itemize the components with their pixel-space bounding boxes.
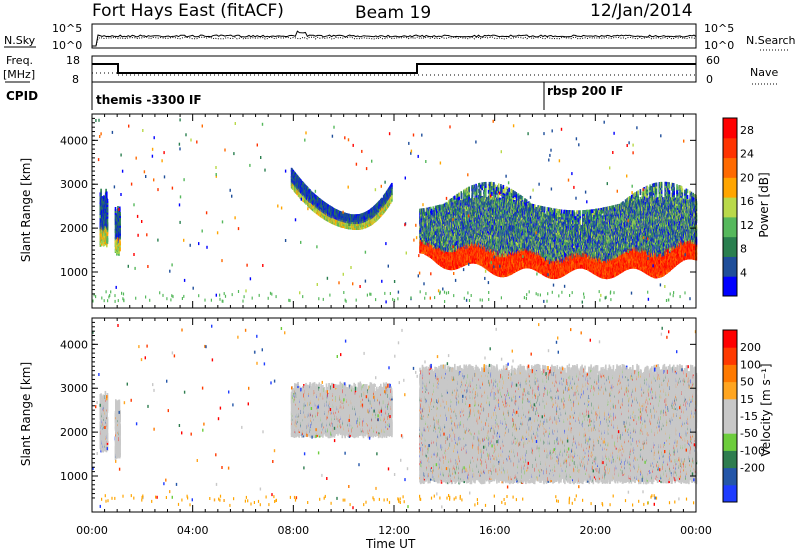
- colorbar-swatch: [723, 256, 737, 276]
- colorbar-swatch: [723, 118, 737, 138]
- colorbar-tick: -200: [740, 462, 765, 475]
- colorbar-tick: 16: [740, 195, 754, 208]
- x-tick-label: 00:00: [76, 524, 108, 537]
- y-tick-label: 2000: [60, 426, 88, 439]
- colorbar-tick: 15: [740, 393, 754, 406]
- x-tick-label: 12:00: [378, 524, 410, 537]
- y-tick-label: 4000: [60, 134, 88, 147]
- colorbar-tick: 24: [740, 148, 754, 161]
- x-tick-label: 04:00: [177, 524, 209, 537]
- power-panel: 1000 2000 3000 4000: [60, 114, 697, 308]
- colorbar-swatch: [723, 433, 737, 451]
- colorbar-swatch: [723, 237, 737, 257]
- colorbar-swatch: [723, 468, 737, 486]
- y-tick-label: 3000: [60, 382, 88, 395]
- colorbar-swatch: [723, 197, 737, 217]
- nave-label: Nave: [750, 66, 778, 79]
- colorbar-tick: 50: [740, 376, 754, 389]
- beam-label: Beam 19: [355, 3, 431, 23]
- nave-tick-top: 60: [706, 54, 720, 67]
- x-ticks: 00:00 04:00 08:00 12:00 16:00 20:00 00:00: [76, 524, 712, 537]
- y-tick-label: 1000: [60, 470, 88, 483]
- velocity-panel: 1000 2000 3000 4000: [60, 318, 697, 512]
- cpid-label: CPID: [6, 89, 38, 103]
- sky-tick-bottom: 10^0: [52, 39, 82, 52]
- colorbar-tick: -15: [740, 410, 758, 423]
- colorbar-swatch: [723, 450, 737, 468]
- search-tick-bottom: 10^0: [704, 39, 734, 52]
- freq-line: [92, 64, 696, 73]
- colorbar-tick: 4: [740, 266, 747, 279]
- search-label: N.Search: [746, 34, 796, 47]
- x-tick-label: 08:00: [277, 524, 309, 537]
- x-axis-label: Time UT: [365, 537, 416, 551]
- cpid-entry-0: themis -3300 IF: [96, 93, 202, 107]
- velocity-ylabel: Slant Range [km]: [19, 362, 33, 466]
- colorbar-swatch: [723, 177, 737, 197]
- colorbar-swatch: [723, 399, 737, 417]
- x-tick-label: 16:00: [479, 524, 511, 537]
- cpid-entry-1: rbsp 200 IF: [547, 84, 623, 98]
- y-tick-label: 4000: [60, 338, 88, 351]
- freq-unit: [MHz]: [3, 68, 35, 81]
- colorbar-swatch: [723, 158, 737, 178]
- sky-tick-top: 10^5: [52, 22, 82, 35]
- colorbar-swatch: [723, 330, 737, 348]
- colorbar-tick: 28: [740, 124, 754, 137]
- colorbar-swatch: [723, 416, 737, 434]
- freq-tick-bottom: 8: [72, 73, 79, 86]
- x-tick-label: 00:00: [680, 524, 712, 537]
- x-tick-label: 20:00: [579, 524, 611, 537]
- search-tick-top: 10^5: [704, 22, 734, 35]
- power-ylabel: Slant Range [km]: [19, 158, 33, 262]
- power-colorbar: 4 8 12 16 20 24 28: [723, 118, 754, 297]
- freq-tick-top: 18: [66, 54, 80, 67]
- freq-strip-frame: [92, 56, 696, 82]
- colorbar-swatch: [723, 276, 737, 296]
- colorbar-tick: 200: [740, 341, 761, 354]
- colorbar-tick: 8: [740, 243, 747, 256]
- freq-label: Freq.: [6, 54, 33, 67]
- colorbar-swatch: [723, 347, 737, 365]
- colorbar-tick: 12: [740, 219, 754, 232]
- colorbar-swatch: [723, 217, 737, 237]
- search-noise-line: [92, 37, 696, 46]
- y-tick-label: 2000: [60, 222, 88, 235]
- colorbar-tick: -50: [740, 427, 758, 440]
- y-tick-label: 3000: [60, 178, 88, 191]
- colorbar-swatch: [723, 382, 737, 400]
- radar-figure: Fort Hays East (fitACF) Beam 19 12/Jan/2…: [0, 0, 800, 554]
- velocity-colorbar-label: Velocity [m s⁻¹]: [759, 363, 773, 456]
- figure-title: Fort Hays East (fitACF): [92, 1, 284, 21]
- colorbar-swatch: [723, 485, 737, 503]
- nave-tick-bottom: 0: [706, 73, 713, 86]
- date-label: 12/Jan/2014: [590, 1, 693, 21]
- sky-label: N.Sky: [4, 34, 36, 47]
- colorbar-swatch: [723, 364, 737, 382]
- colorbar-tick: 20: [740, 171, 754, 184]
- power-colorbar-label: Power [dB]: [757, 172, 771, 237]
- colorbar-tick: 100: [740, 358, 761, 371]
- y-tick-label: 1000: [60, 266, 88, 279]
- colorbar-swatch: [723, 138, 737, 158]
